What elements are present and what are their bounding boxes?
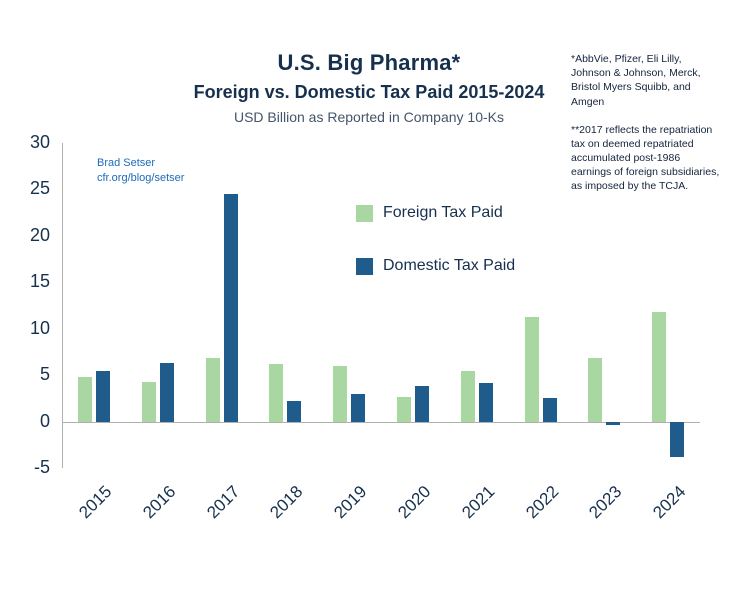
x-axis-tick-label: 2021 <box>457 482 499 523</box>
zero-baseline <box>62 421 700 423</box>
footnotes: *AbbVie, Pfizer, Eli Lilly, Johnson & Jo… <box>571 52 723 208</box>
y-axis-tick-label: 20 <box>29 224 50 245</box>
x-axis-tick-label: 2020 <box>394 482 435 523</box>
bar-foreign-2022 <box>524 316 539 422</box>
chart-subtitle: Foreign vs. Domestic Tax Paid 2015-2024 <box>193 82 545 102</box>
bar-domestic-2024 <box>670 421 685 457</box>
legend-item-domestic: Domestic Tax Paid <box>356 257 515 275</box>
legend-label-domestic: Domestic Tax Paid <box>383 257 516 274</box>
bar-foreign-2019 <box>333 365 348 422</box>
x-axis-tick-label: 2022 <box>521 482 562 523</box>
y-axis-line <box>62 143 63 468</box>
y-axis-tick-label: -5 <box>33 457 50 477</box>
author-name: Brad Setser <box>97 157 156 169</box>
x-axis-tick-label: 2016 <box>138 482 180 523</box>
bar-foreign-2020 <box>396 397 411 422</box>
bar-foreign-2015 <box>77 377 92 422</box>
bar-domestic-2020 <box>414 386 429 422</box>
bar-foreign-2023 <box>588 357 603 422</box>
x-axis-tick-label: 2018 <box>266 482 307 523</box>
bar-domestic-2015 <box>95 370 110 422</box>
x-axis-tick-label: 2024 <box>649 482 690 523</box>
y-axis-tick-label: 15 <box>29 271 50 292</box>
bar-foreign-2018 <box>269 364 284 422</box>
y-axis-tick-label: 25 <box>29 178 50 199</box>
footnote-2017: **2017 reflects the repatriation tax on … <box>571 123 720 193</box>
legend-label-foreign: Foreign Tax Paid <box>383 204 503 221</box>
author-blog-url: cfr.org/blog/setser <box>97 171 185 184</box>
footnote-companies: *AbbVie, Pfizer, Eli Lilly, Johnson & Jo… <box>571 53 701 108</box>
chart-units-line: USD Billion as Reported in Company 10-Ks <box>233 109 504 125</box>
bar-domestic-2018 <box>287 401 302 422</box>
y-axis-tick-label: 30 <box>29 132 50 152</box>
bar-domestic-2022 <box>542 398 557 422</box>
x-axis-tick-label: 2017 <box>202 482 243 523</box>
author-credit: Brad Setser cfr.org/blog/setser <box>97 156 184 186</box>
x-axis-tick-label: 2015 <box>75 482 116 523</box>
legend-swatch-domestic <box>356 257 373 275</box>
bar-foreign-2021 <box>460 371 475 422</box>
bar-domestic-2021 <box>478 382 493 422</box>
legend-item-foreign: Foreign Tax Paid <box>356 204 503 222</box>
bar-foreign-2024 <box>652 312 667 422</box>
bar-domestic-2023 <box>606 421 621 426</box>
bar-domestic-2017 <box>223 194 238 422</box>
legend-swatch-foreign <box>356 204 373 222</box>
x-axis-tick-label: 2019 <box>330 482 371 523</box>
y-axis-tick-label: 10 <box>29 317 50 338</box>
bar-foreign-2017 <box>205 357 220 422</box>
bar-domestic-2019 <box>351 393 366 422</box>
y-axis-tick-label: 5 <box>39 364 50 385</box>
y-axis-tick-label: 0 <box>39 410 50 431</box>
x-axis-tick-label: 2023 <box>585 482 626 523</box>
bar-foreign-2016 <box>141 381 156 422</box>
bar-domestic-2016 <box>159 363 174 422</box>
chart-title: U.S. Big Pharma* <box>277 50 461 75</box>
